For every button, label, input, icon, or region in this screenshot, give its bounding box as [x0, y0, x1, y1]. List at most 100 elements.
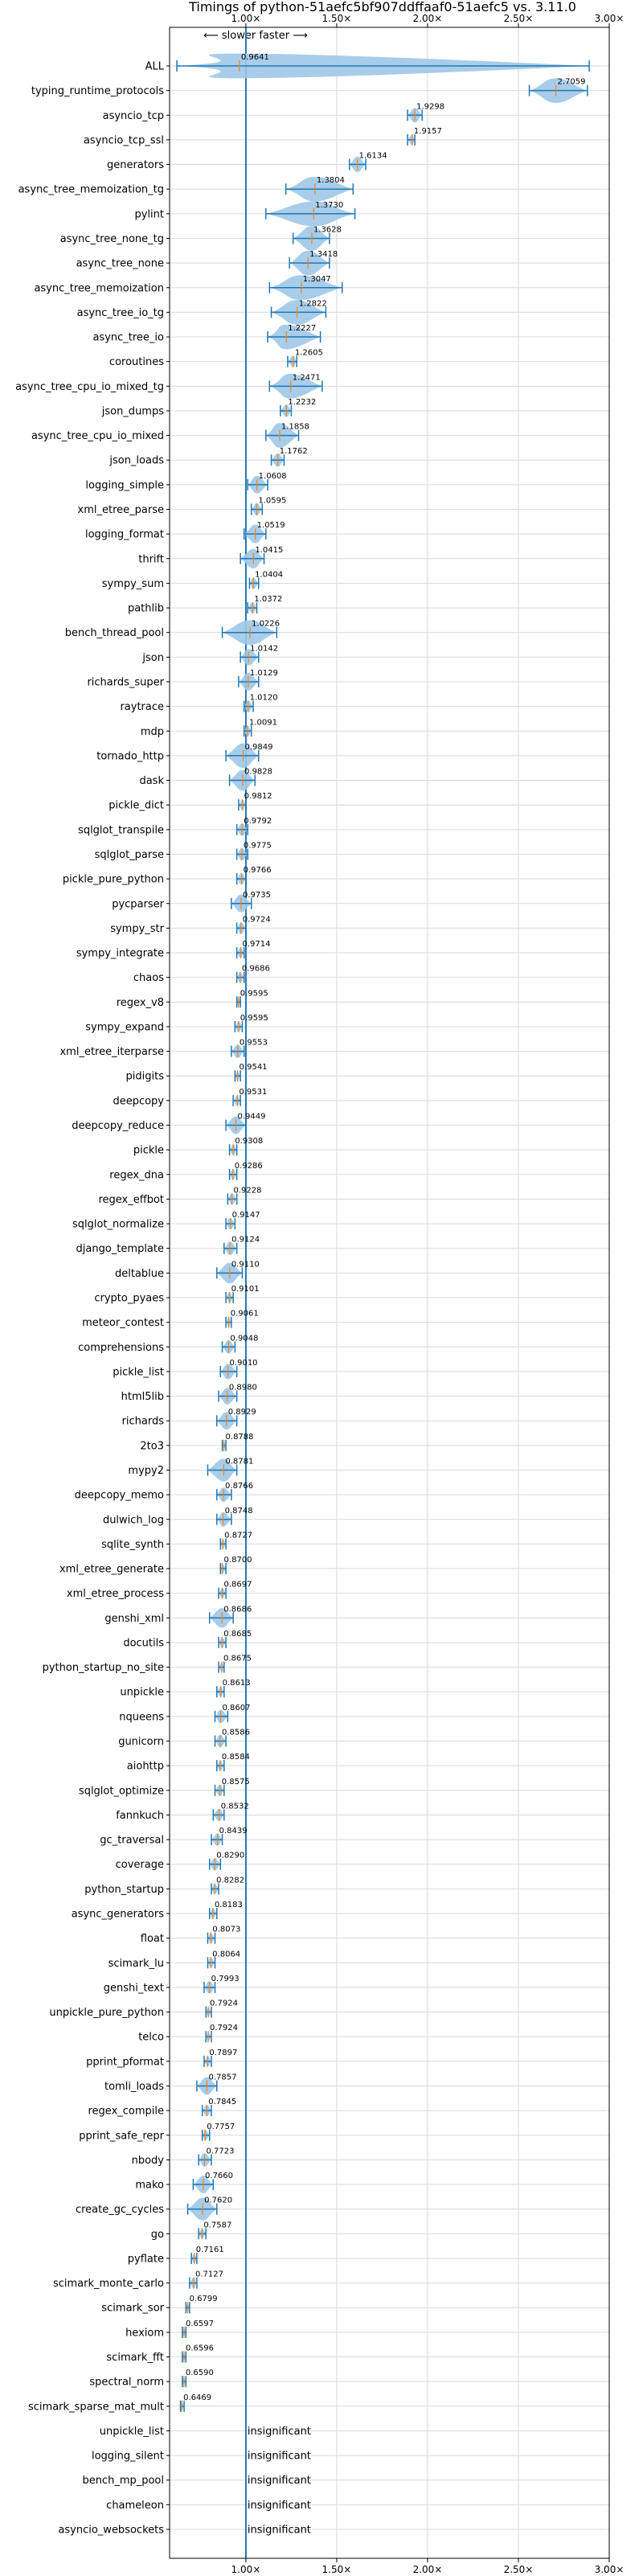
category-label: sqlglot_optimize — [79, 1785, 164, 1797]
value-label: 0.8290 — [216, 1852, 244, 1860]
category-label: pylint — [134, 208, 164, 220]
category-label: async_tree_cpu_io_mixed_tg — [15, 381, 164, 393]
value-label: 0.7897 — [209, 2049, 237, 2057]
category-label: thrift — [138, 553, 164, 565]
value-label: 0.8183 — [215, 1901, 243, 1909]
value-label: 0.7127 — [195, 2270, 223, 2279]
category-label: async_tree_memoization — [34, 282, 164, 294]
category-label: comprehensions — [78, 1342, 164, 1354]
x-tick-label-top: 2.00× — [413, 13, 443, 24]
category-label: html5lib — [121, 1391, 164, 1403]
value-label: 1.0415 — [255, 546, 283, 555]
value-label: 1.0595 — [258, 497, 286, 506]
category-label: create_gc_cycles — [76, 2204, 164, 2216]
category-label: json — [141, 652, 164, 664]
value-label: 1.0091 — [249, 718, 277, 727]
category-label: scimark_monte_carlo — [53, 2278, 164, 2290]
value-label: 0.8282 — [216, 1876, 244, 1885]
value-label: 2.7059 — [558, 78, 586, 87]
category-label: asyncio_tcp_ssl — [84, 134, 164, 146]
category-label: asyncio_websockets — [58, 2525, 164, 2537]
category-label: coroutines — [109, 356, 164, 368]
value-label: 0.8064 — [212, 1950, 240, 1959]
value-label: 0.8727 — [224, 1531, 252, 1540]
category-label: sympy_expand — [85, 1021, 164, 1033]
x-tick-label-bottom: 2.00× — [413, 2564, 443, 2573]
category-label: sqlite_synth — [101, 1539, 164, 1551]
value-label: 0.8439 — [219, 1827, 248, 1836]
category-label: pycparser — [112, 898, 164, 910]
category-label: logging_format — [85, 529, 164, 541]
x-tick-label-top: 1.50× — [322, 13, 352, 24]
value-label: 0.7857 — [208, 2073, 236, 2082]
value-label: 0.7723 — [206, 2147, 234, 2156]
value-label: 0.8781 — [225, 1457, 253, 1466]
value-label: 1.9298 — [416, 102, 444, 111]
value-label: 0.9775 — [244, 841, 272, 850]
category-label: generators — [107, 159, 164, 171]
category-label: deltablue — [115, 1268, 164, 1280]
insignificant-label: insignificant — [248, 2475, 311, 2487]
category-label: meteor_contest — [82, 1317, 164, 1329]
category-label: xml_etree_iterparse — [59, 1046, 164, 1058]
direction-note: ⟵ slower faster ⟶ — [203, 30, 308, 42]
value-label: 0.9828 — [244, 768, 272, 777]
category-label: async_tree_memoization_tg — [18, 184, 164, 196]
value-label: 0.7845 — [208, 2098, 236, 2106]
value-label: 0.9308 — [235, 1137, 263, 1146]
value-label: 0.9792 — [244, 817, 272, 826]
value-label: 1.0608 — [259, 472, 287, 481]
value-label: 0.7993 — [211, 1975, 240, 1983]
category-label: nbody — [132, 2155, 165, 2167]
value-label: 0.8697 — [223, 1581, 252, 1589]
category-label: genshi_xml — [104, 1613, 164, 1625]
x-tick-label-top: 2.50× — [504, 13, 534, 24]
value-label: 1.3628 — [313, 225, 342, 234]
value-label: 0.8675 — [223, 1655, 252, 1663]
value-label: 0.9812 — [244, 792, 272, 801]
category-label: pprint_pformat — [86, 2056, 164, 2068]
value-label: 1.3047 — [303, 275, 331, 284]
value-label: 1.0519 — [257, 521, 285, 530]
category-label: mypy2 — [128, 1465, 164, 1477]
category-label: sympy_str — [110, 923, 164, 935]
category-label: python_startup — [84, 1884, 164, 1896]
x-tick-label-bottom: 1.00× — [231, 2564, 261, 2573]
category-label: go — [151, 2229, 164, 2241]
value-label: 0.9553 — [240, 1039, 268, 1048]
insignificant-label: insignificant — [248, 2451, 311, 2463]
category-label: pickle_list — [113, 1366, 164, 1378]
category-label: sympy_sum — [102, 578, 164, 590]
category-label: sqlglot_transpile — [78, 824, 164, 836]
value-label: 0.7757 — [207, 2123, 235, 2131]
value-label: 1.0226 — [252, 620, 280, 629]
category-label: aiohttp — [127, 1761, 164, 1773]
value-label: 0.6799 — [190, 2295, 218, 2303]
insignificant-label: insignificant — [248, 2426, 311, 2438]
category-label: mako — [135, 2180, 164, 2192]
category-label: scimark_sor — [101, 2303, 164, 2315]
category-label: nqueens — [119, 1711, 164, 1723]
category-label: genshi_text — [104, 1982, 164, 1994]
value-label: 0.9766 — [244, 866, 272, 875]
value-label: 0.8929 — [228, 1408, 256, 1417]
value-label: 0.9531 — [239, 1088, 267, 1097]
value-label: 1.1858 — [281, 423, 309, 432]
category-label: scimark_sparse_mat_mult — [28, 2401, 164, 2413]
category-label: ALL — [145, 61, 165, 73]
category-label: json_loads — [109, 455, 164, 467]
value-label: 1.0142 — [250, 644, 278, 653]
value-label: 0.7161 — [196, 2246, 224, 2254]
category-label: gc_traversal — [100, 1835, 164, 1847]
category-label: asyncio_tcp — [103, 110, 164, 122]
category-label: xml_etree_process — [67, 1588, 164, 1600]
category-label: mdp — [141, 726, 164, 738]
value-label: 1.2232 — [288, 398, 316, 407]
value-label: 0.9595 — [240, 989, 268, 998]
category-label: async_tree_cpu_io_mixed — [31, 430, 164, 442]
category-label: sympy_integrate — [76, 948, 164, 960]
category-label: async_tree_io — [92, 332, 164, 344]
category-label: regex_v8 — [117, 997, 164, 1009]
value-label: 0.8575 — [222, 1778, 250, 1786]
category-label: chaos — [133, 972, 164, 984]
